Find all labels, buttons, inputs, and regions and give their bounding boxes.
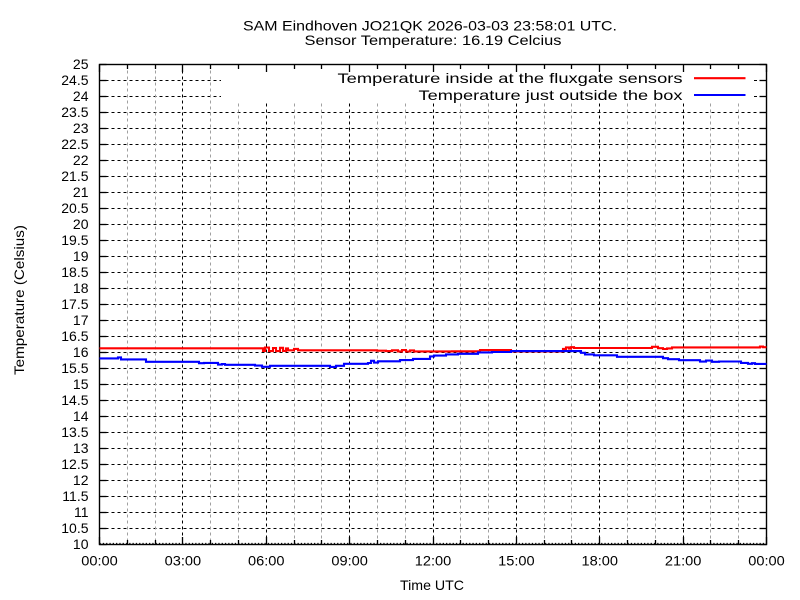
svg-text:03:00: 03:00 (165, 552, 202, 568)
svg-text:Temperature (Celsius): Temperature (Celsius) (11, 225, 27, 375)
svg-text:00:00: 00:00 (748, 552, 785, 568)
svg-text:18:00: 18:00 (582, 552, 619, 568)
svg-text:15: 15 (73, 376, 89, 392)
svg-text:18: 18 (73, 280, 89, 296)
svg-text:21: 21 (73, 184, 89, 200)
svg-text:00:00: 00:00 (81, 552, 118, 568)
svg-text:16.5: 16.5 (61, 328, 88, 344)
svg-text:12.5: 12.5 (61, 456, 88, 472)
svg-text:24.5: 24.5 (61, 72, 88, 88)
svg-text:17: 17 (73, 312, 89, 328)
svg-text:17.5: 17.5 (61, 296, 88, 312)
svg-text:14: 14 (73, 408, 89, 424)
svg-text:22.5: 22.5 (61, 136, 88, 152)
svg-text:21.5: 21.5 (61, 168, 88, 184)
svg-text:19.5: 19.5 (61, 232, 88, 248)
svg-text:13.5: 13.5 (61, 424, 88, 440)
svg-text:18.5: 18.5 (61, 264, 88, 280)
svg-text:10: 10 (73, 536, 89, 552)
svg-text:23.5: 23.5 (61, 104, 88, 120)
svg-text:25: 25 (73, 56, 89, 72)
svg-text:Time UTC: Time UTC (400, 577, 464, 593)
svg-text:Sensor Temperature: 16.19 Celc: Sensor Temperature: 16.19 Celcius (305, 32, 562, 48)
svg-text:22: 22 (73, 152, 89, 168)
svg-text:12: 12 (73, 472, 89, 488)
svg-text:Temperature just outside the b: Temperature just outside the box (419, 87, 683, 103)
svg-text:16: 16 (73, 344, 89, 360)
svg-text:24: 24 (73, 88, 89, 104)
svg-text:12:00: 12:00 (415, 552, 452, 568)
svg-text:21:00: 21:00 (665, 552, 702, 568)
svg-text:11.5: 11.5 (62, 488, 88, 504)
svg-text:11: 11 (74, 504, 89, 520)
svg-text:13: 13 (73, 440, 89, 456)
svg-text:14.5: 14.5 (61, 392, 88, 408)
svg-text:19: 19 (73, 248, 89, 264)
svg-text:15.5: 15.5 (61, 360, 88, 376)
svg-text:Temperature inside at the flux: Temperature inside at the fluxgate senso… (338, 70, 683, 86)
svg-text:10.5: 10.5 (61, 520, 88, 536)
svg-text:15:00: 15:00 (498, 552, 535, 568)
svg-text:09:00: 09:00 (331, 552, 368, 568)
svg-text:SAM Eindhoven JO21QK 2026-03-0: SAM Eindhoven JO21QK 2026-03-03 23:58:01… (243, 17, 617, 33)
svg-text:23: 23 (73, 120, 89, 136)
svg-text:06:00: 06:00 (248, 552, 285, 568)
svg-text:20.5: 20.5 (61, 200, 88, 216)
svg-text:20: 20 (73, 216, 89, 232)
